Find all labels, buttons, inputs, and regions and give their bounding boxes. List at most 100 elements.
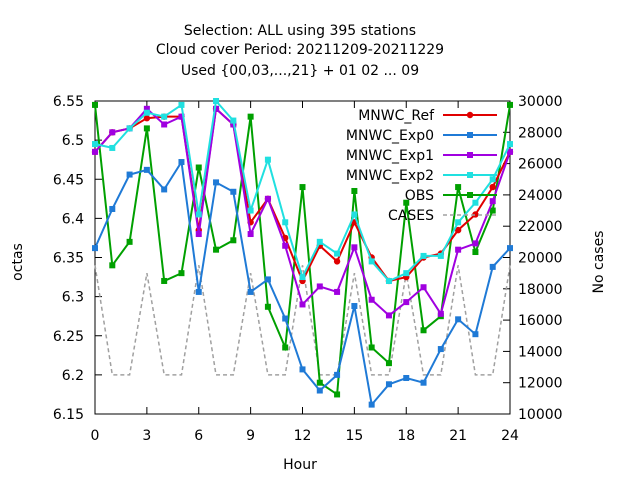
data-point-mnwc-exp1	[143, 105, 150, 112]
data-point-mnwc-exp1	[437, 310, 444, 317]
data-point-mnwc-exp1	[507, 148, 513, 155]
data-point-mnwc-exp2	[489, 176, 496, 183]
legend-label-mnwc-exp0: MNWC_Exp0	[346, 128, 434, 144]
y2-tick-label: 14000	[518, 344, 563, 360]
data-point-mnwc-exp2	[109, 144, 116, 151]
data-point-mnwc-exp2	[472, 199, 479, 206]
data-point-mnwc-exp0	[126, 171, 133, 178]
x-tick-label: 18	[397, 428, 415, 444]
data-point-mnwc-exp1	[299, 301, 306, 308]
y-tick-label: 6.45	[53, 172, 84, 188]
data-point-obs	[351, 187, 358, 194]
data-point-mnwc-exp0	[230, 188, 237, 195]
data-point-obs	[282, 344, 289, 351]
legend-label-mnwc-exp2: MNWC_Exp2	[346, 168, 434, 184]
data-point-mnwc-exp0	[420, 379, 427, 386]
data-point-obs	[420, 327, 427, 334]
legend-marker-mnwc-ref	[466, 111, 474, 119]
data-point-mnwc-ref	[143, 115, 151, 122]
data-point-mnwc-exp2	[385, 277, 392, 284]
x-tick-label: 3	[142, 428, 151, 444]
data-point-mnwc-exp1	[455, 246, 462, 253]
data-point-mnwc-exp0	[109, 205, 116, 212]
data-point-obs	[178, 270, 185, 277]
data-point-mnwc-exp2	[247, 207, 254, 214]
legend-marker-mnwc-exp2	[467, 172, 473, 178]
data-point-obs	[472, 249, 479, 256]
title-line-3: Used {00,03,...,21} + 01 02 ... 09	[181, 63, 419, 79]
series-mnwc-exp0	[92, 159, 513, 408]
data-point-mnwc-exp1	[351, 244, 358, 251]
data-point-mnwc-exp2	[178, 101, 185, 108]
x-tick-label: 15	[345, 428, 363, 444]
data-point-mnwc-exp0	[143, 166, 150, 173]
data-point-mnwc-exp0	[385, 381, 392, 388]
legend-marker-obs	[467, 192, 473, 198]
data-point-mnwc-exp0	[195, 288, 202, 295]
data-point-mnwc-exp1	[420, 284, 427, 291]
y2-axis-label: No cases	[591, 231, 607, 294]
y2-tick-label: 26000	[518, 157, 563, 173]
data-point-mnwc-exp1	[161, 121, 168, 128]
data-point-obs	[385, 360, 392, 367]
data-point-mnwc-exp1	[403, 299, 410, 306]
data-point-mnwc-exp0	[455, 316, 462, 323]
y-axis-label: octas	[10, 243, 26, 281]
y2-tick-label: 22000	[518, 219, 563, 235]
data-point-obs	[109, 262, 116, 269]
data-point-mnwc-ref	[472, 211, 479, 218]
data-point-mnwc-exp2	[264, 156, 271, 163]
y2-tick-label: 30000	[518, 94, 563, 110]
data-point-mnwc-exp0	[334, 371, 341, 378]
data-point-obs	[334, 391, 341, 398]
legend-label-obs: OBS	[405, 188, 434, 204]
data-point-mnwc-exp2	[230, 117, 237, 124]
y2-tick-label: 20000	[518, 251, 563, 267]
data-point-mnwc-exp1	[282, 242, 289, 249]
data-point-mnwc-exp0	[437, 346, 444, 353]
data-point-mnwc-exp0	[403, 375, 410, 382]
series-cases	[94, 265, 511, 376]
series-obs	[92, 101, 513, 398]
data-point-mnwc-exp0	[316, 387, 323, 394]
data-point-mnwc-exp0	[247, 288, 254, 295]
x-tick-label: 9	[246, 428, 255, 444]
x-tick-label: 21	[449, 428, 467, 444]
data-point-mnwc-ref	[489, 183, 496, 191]
data-point-obs	[213, 246, 220, 253]
legend-label-mnwc-exp1: MNWC_Exp1	[346, 148, 434, 164]
data-point-mnwc-exp0	[472, 331, 479, 338]
data-point-mnwc-ref	[454, 226, 462, 234]
data-point-obs	[161, 277, 168, 284]
series-line-obs	[94, 104, 511, 397]
data-point-mnwc-exp2	[213, 98, 220, 104]
data-point-mnwc-exp1	[178, 113, 185, 120]
data-point-mnwc-exp1	[213, 105, 220, 112]
x-axis-label: Hour	[283, 457, 317, 473]
y-tick-label: 6.15	[53, 407, 84, 423]
data-point-mnwc-exp0	[92, 245, 98, 252]
data-point-mnwc-ref	[333, 258, 341, 265]
series-line-cases	[94, 265, 511, 376]
data-point-obs	[143, 125, 150, 132]
legend-label-cases: CASES	[388, 208, 434, 224]
data-point-obs	[195, 164, 202, 171]
legend: MNWC_Ref MNWC_Exp0 MNWC_Exp1 MNWC_Exp2 OBS CA…	[346, 108, 497, 224]
data-point-mnwc-exp0	[489, 263, 496, 270]
y-tick-label: 6.2	[62, 368, 84, 384]
y2-tick-label: 16000	[518, 313, 563, 329]
data-point-mnwc-exp2	[143, 109, 150, 116]
data-point-mnwc-exp0	[507, 245, 513, 252]
data-point-mnwc-exp2	[195, 211, 202, 218]
data-point-mnwc-exp1	[316, 283, 323, 290]
data-point-mnwc-exp2	[351, 211, 358, 218]
data-point-mnwc-exp1	[368, 296, 375, 303]
data-point-obs	[92, 101, 98, 108]
series-mnwc-exp2	[92, 98, 513, 284]
x-tick-label: 12	[294, 428, 312, 444]
data-point-mnwc-exp2	[437, 252, 444, 259]
data-point-mnwc-exp2	[420, 252, 427, 259]
data-point-mnwc-exp0	[161, 186, 168, 193]
data-point-mnwc-exp1	[385, 312, 392, 319]
data-point-mnwc-exp1	[264, 195, 271, 202]
